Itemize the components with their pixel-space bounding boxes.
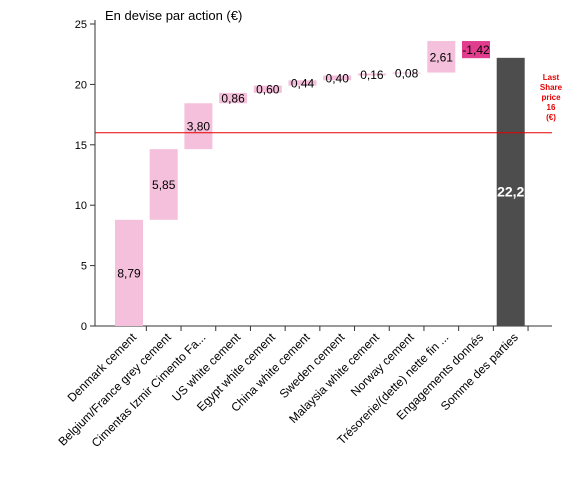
bar-11 [462,41,490,59]
data-label-3: 3,80 [187,120,211,134]
y-tick-label: 10 [75,200,87,212]
data-label-12: 22,2 [497,183,524,199]
data-label-4: 0,86 [221,92,245,106]
bar-6 [288,80,317,86]
bar-10 [427,41,456,73]
bar-1 [115,219,143,326]
bar-4 [219,92,248,104]
bars [115,41,525,326]
y-tick-label: 25 [75,19,87,31]
reference-line-label: price [541,93,561,102]
y-tick-label: 20 [75,79,87,91]
reference-line-label: Last [543,73,560,82]
bar-8 [357,73,386,76]
bar-5 [253,85,282,93]
bar-12 [496,57,525,326]
data-label-11: -1,42 [462,43,490,57]
data-label-5: 0,60 [256,83,280,97]
bar-2 [149,149,178,220]
bar-9 [392,72,421,74]
axes: 0 5 10 15 20 25 [75,19,552,333]
bar-3 [184,103,213,150]
y-tick-label: 15 [75,140,87,152]
data-label-6: 0,44 [291,76,315,90]
reference-line-label: (€) [546,113,556,122]
data-label-8: 0,16 [360,68,384,82]
y-tick-label: 0 [81,321,87,333]
data-label-2: 5,85 [152,178,176,192]
data-label-7: 0,40 [326,71,350,85]
value-labels: 8,79 5,85 3,80 0,86 0,60 0,44 0,40 0,16 0,08 2,61… [117,43,524,280]
data-label-10: 2,61 [430,50,454,64]
reference-line-label: 16 [547,103,556,112]
chart-title: En devise par action (€) [105,8,242,23]
bar-7 [323,75,352,81]
reference-line-label: Share [540,83,563,92]
data-label-9: 0,08 [395,67,419,81]
data-label-1: 8,79 [117,266,141,280]
y-tick-label: 5 [81,261,87,273]
